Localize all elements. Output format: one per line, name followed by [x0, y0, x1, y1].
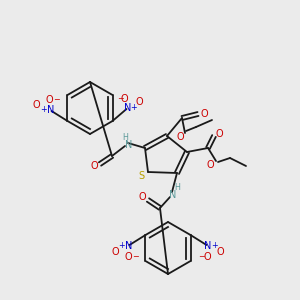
Text: −: − [198, 253, 205, 262]
Text: O: O [200, 109, 208, 119]
Text: +: + [130, 103, 137, 112]
Text: −: − [53, 95, 60, 104]
Text: −: − [132, 253, 139, 262]
Text: O: O [138, 192, 146, 202]
Text: H: H [122, 134, 128, 142]
Text: O: O [217, 247, 224, 257]
Text: N: N [47, 105, 54, 115]
Text: O: O [33, 100, 40, 110]
Text: H: H [174, 182, 180, 191]
Text: O: O [112, 247, 119, 257]
Text: O: O [121, 94, 128, 104]
Text: N: N [204, 241, 211, 251]
Text: N: N [124, 103, 131, 113]
Text: N: N [125, 241, 132, 251]
Text: N: N [125, 140, 133, 150]
Text: +: + [211, 242, 218, 250]
Text: S: S [138, 171, 144, 181]
Text: O: O [125, 252, 132, 262]
Text: O: O [176, 132, 184, 142]
Text: +: + [118, 242, 125, 250]
Text: O: O [90, 161, 98, 171]
Text: N: N [169, 190, 177, 200]
Text: O: O [136, 97, 143, 107]
Text: O: O [204, 252, 211, 262]
Text: O: O [206, 160, 214, 170]
Text: −: − [117, 94, 124, 103]
Text: +: + [40, 106, 47, 115]
Text: O: O [215, 129, 223, 139]
Text: O: O [46, 95, 53, 105]
